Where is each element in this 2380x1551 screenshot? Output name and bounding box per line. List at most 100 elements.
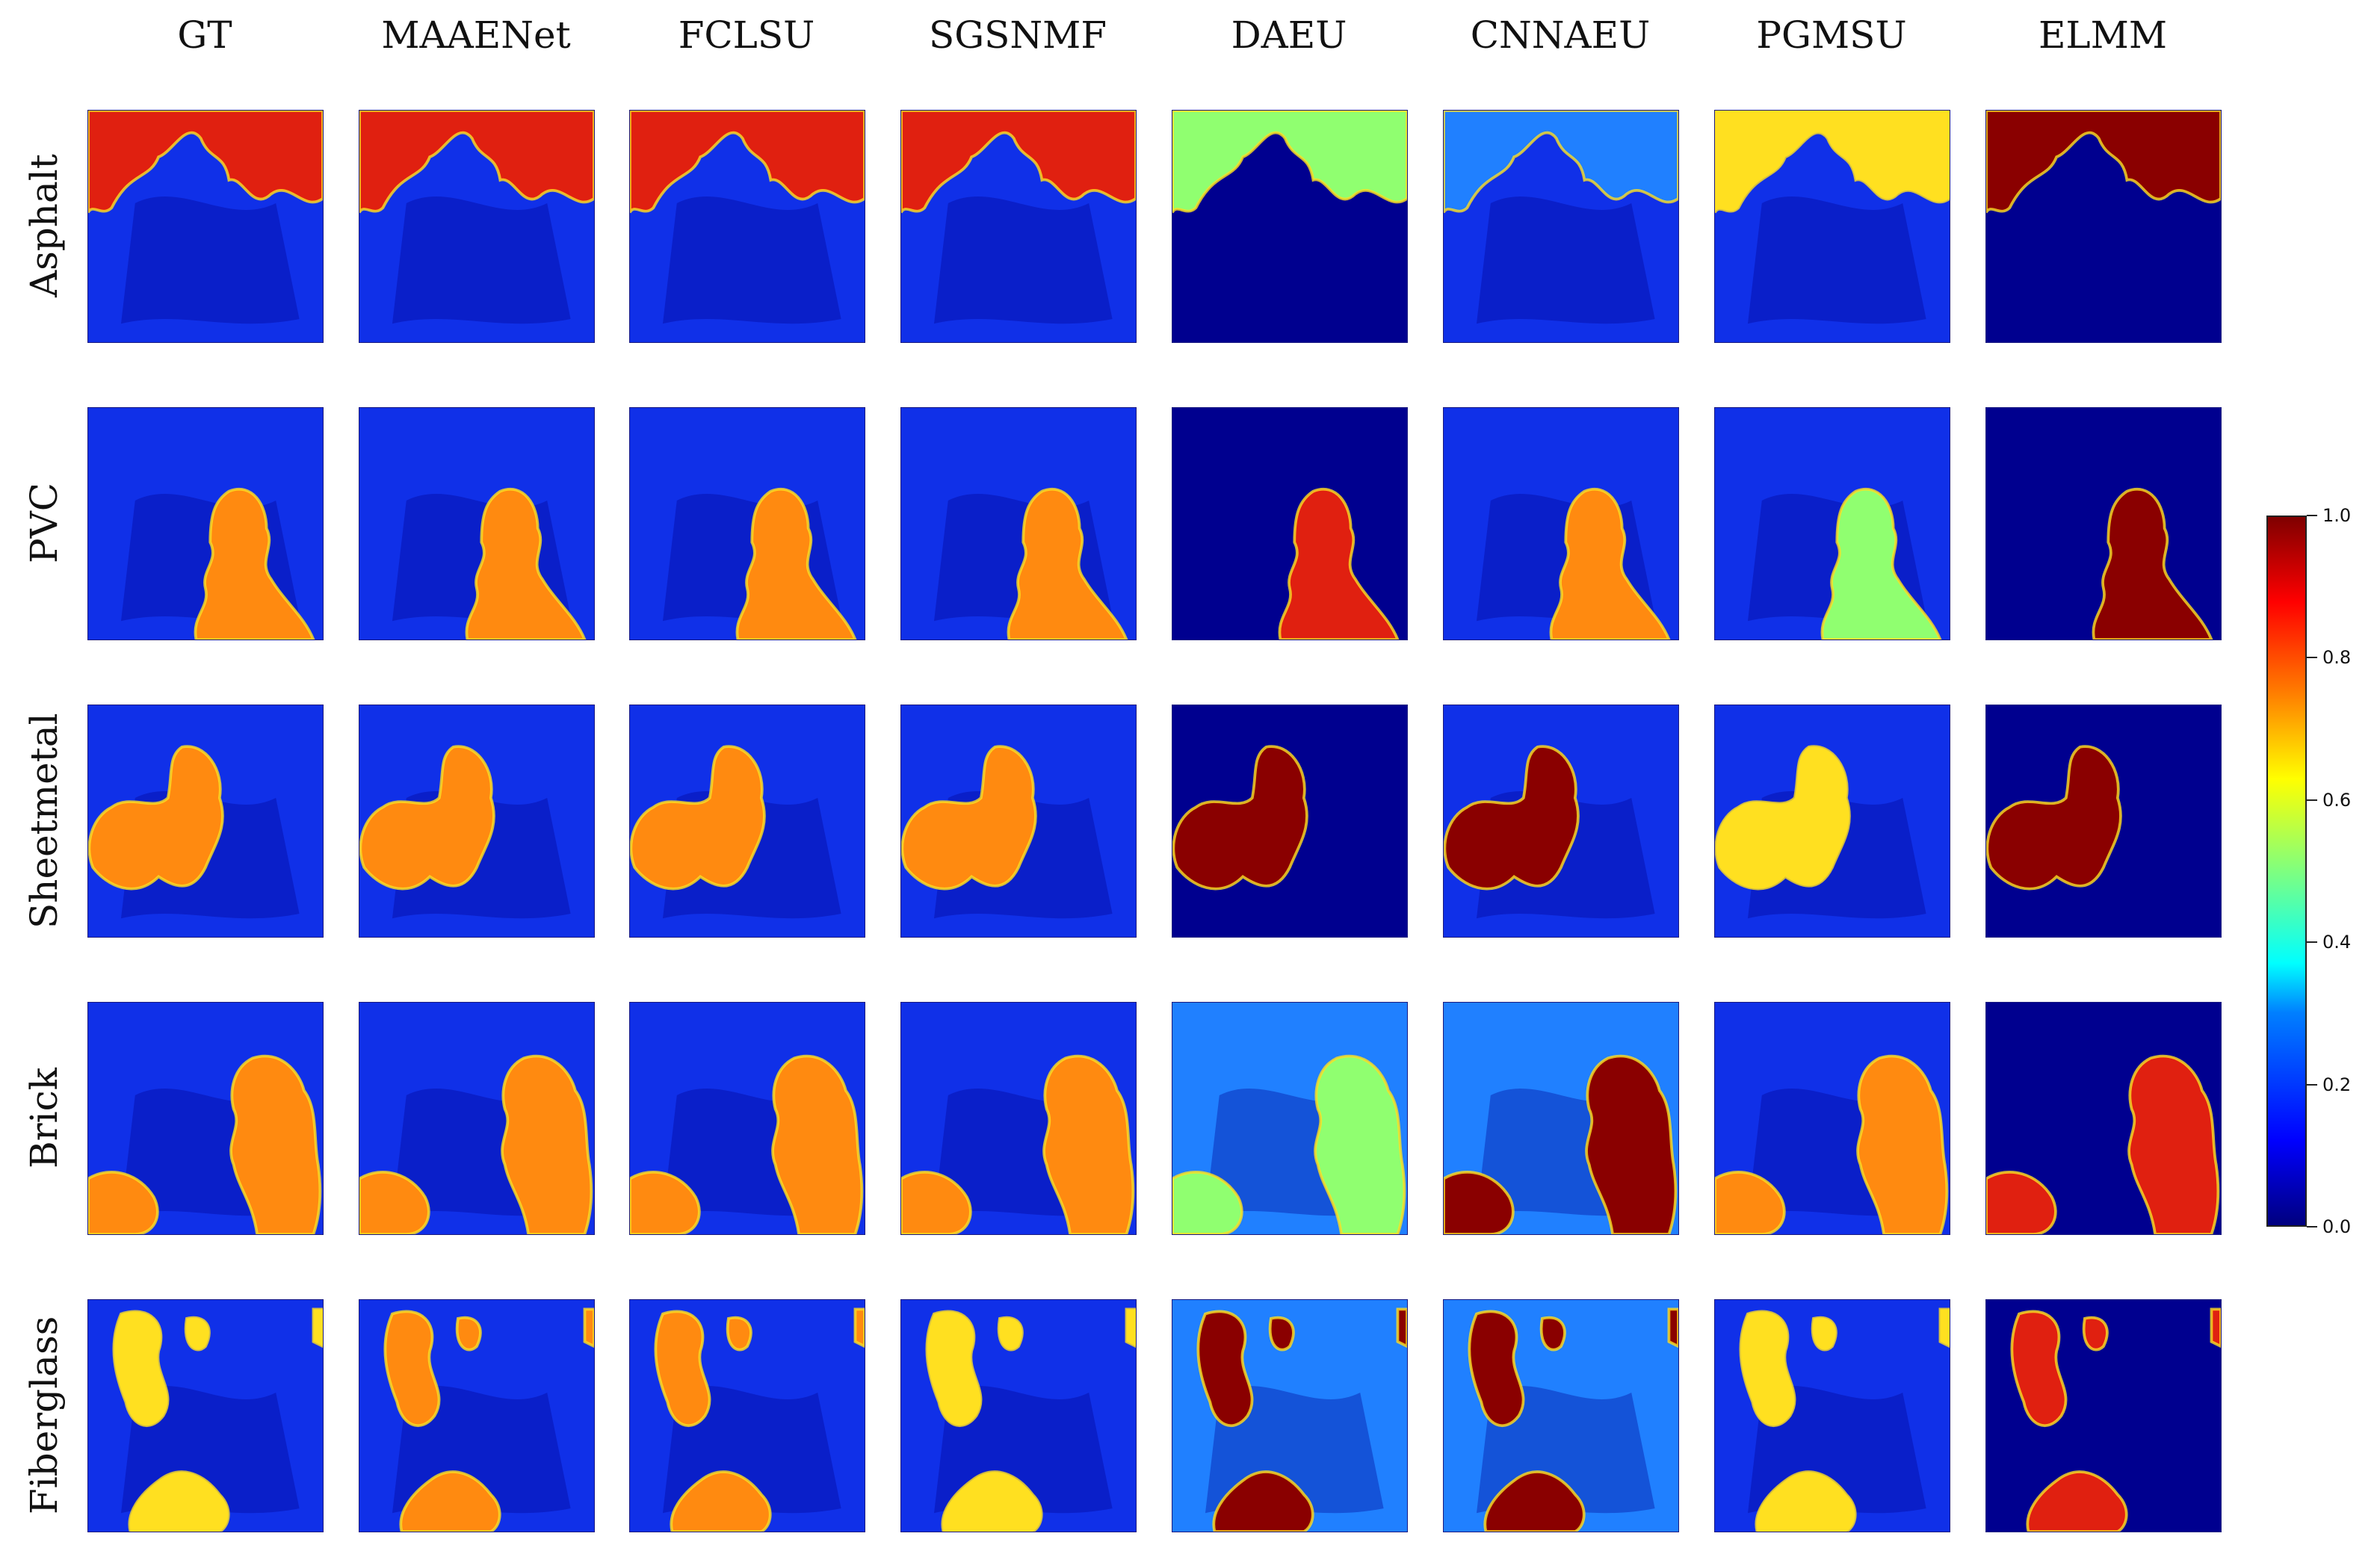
map-high-abundance-region	[466, 489, 585, 640]
map-region-edge	[383, 1307, 594, 1532]
column-label-fclsu: FCLSU	[678, 13, 815, 57]
column-label-gt: GT	[177, 13, 232, 57]
abundance-map-pvc-fclsu	[629, 407, 865, 640]
map-region-edge	[1549, 488, 1671, 640]
abundance-map-brick-sgsnmf	[900, 1002, 1137, 1235]
map-high-abundance-region	[1715, 1056, 1947, 1234]
map-region-edge	[359, 745, 495, 891]
map-high-abundance-region	[1008, 489, 1127, 640]
abundance-map-pvc-elmm	[1985, 407, 2222, 640]
map-high-abundance-region	[1172, 1056, 1405, 1234]
abundance-map-sheetmetal-elmm	[1985, 705, 2222, 938]
abundance-map-brick-daeu	[1172, 1002, 1408, 1235]
abundance-map-pvc-sgsnmf	[900, 407, 1137, 640]
abundance-map-asphalt-elmm	[1985, 110, 2222, 343]
map-high-abundance-region	[901, 111, 1136, 213]
map-region-edge	[1986, 1054, 2220, 1234]
map-low-region	[120, 196, 300, 324]
abundance-map-sheetmetal-cnnaeu	[1443, 705, 1679, 938]
map-region-edge	[112, 1307, 323, 1532]
abundance-map-sheetmetal-sgsnmf	[900, 705, 1137, 938]
colorbar-tick-label: 0.0	[2322, 1216, 2352, 1237]
map-region-edge	[359, 111, 594, 214]
map-high-abundance-region	[1444, 1056, 1676, 1234]
colorbar-tick	[2307, 1083, 2317, 1086]
abundance-map-sheetmetal-daeu	[1172, 705, 1408, 938]
colorbar	[2266, 516, 2307, 1227]
abundance-map-pvc-daeu	[1172, 407, 1408, 640]
map-high-abundance-region	[902, 746, 1036, 889]
map-region-edge	[1444, 111, 1678, 214]
map-high-abundance-region	[1986, 1056, 2219, 1234]
map-region-edge	[88, 1054, 322, 1234]
map-region-edge	[901, 1054, 1135, 1234]
map-region-edge	[1172, 111, 1407, 214]
abundance-map-asphalt-gt	[87, 110, 324, 343]
abundance-map-pvc-cnnaeu	[1443, 407, 1679, 640]
abundance-map-sheetmetal-fclsu	[629, 705, 865, 938]
map-region-edge	[88, 745, 224, 891]
colorbar-tick-label: 0.4	[2322, 932, 2352, 953]
map-high-abundance-region	[359, 1056, 592, 1234]
map-region-edge	[1196, 1307, 1407, 1532]
map-region-edge	[925, 1307, 1136, 1532]
colorbar-tick	[2307, 657, 2317, 659]
map-low-region	[392, 196, 571, 324]
abundance-map-fiberglass-elmm	[1985, 1299, 2222, 1532]
map-low-region	[933, 196, 1113, 324]
map-high-abundance-region	[1716, 746, 1849, 889]
abundance-map-sheetmetal-pgmsu	[1714, 705, 1950, 938]
map-low-region	[1476, 196, 1655, 324]
map-region-edge	[1172, 745, 1308, 891]
map-high-abundance-region	[359, 111, 594, 213]
map-high-abundance-region	[89, 746, 223, 889]
map-region-edge	[1820, 488, 1942, 640]
map-region-edge	[1715, 1054, 1949, 1234]
map-region-edge	[1172, 1054, 1406, 1234]
map-high-abundance-region	[1444, 746, 1578, 889]
abundance-map-brick-pgmsu	[1714, 1002, 1950, 1235]
map-region-edge	[1278, 488, 1400, 640]
map-high-abundance-region	[88, 111, 323, 213]
column-label-pgmsu: PGMSU	[1756, 13, 1907, 57]
map-region-edge	[630, 111, 865, 214]
map-region-edge	[1444, 745, 1580, 891]
map-high-abundance-region	[1279, 489, 1398, 640]
abundance-map-fiberglass-fclsu	[629, 1299, 865, 1532]
column-label-daeu: DAEU	[1231, 13, 1347, 57]
map-region-edge	[654, 1307, 865, 1532]
abundance-map-sheetmetal-maaenet	[359, 705, 595, 938]
map-high-abundance-region	[1444, 111, 1678, 213]
map-region-edge	[735, 488, 857, 640]
map-high-abundance-region	[1987, 746, 2121, 889]
map-high-abundance-region	[1986, 111, 2221, 213]
map-high-abundance-region	[901, 1056, 1134, 1234]
abundance-map-brick-elmm	[1985, 1002, 2222, 1235]
colorbar-tick	[2307, 1226, 2317, 1228]
abundance-map-asphalt-cnnaeu	[1443, 110, 1679, 343]
map-high-abundance-region	[630, 111, 865, 213]
column-label-cnnaeu: CNNAEU	[1470, 13, 1651, 57]
map-high-abundance-region	[88, 1056, 321, 1234]
map-low-region	[662, 196, 841, 324]
abundance-map-asphalt-fclsu	[629, 110, 865, 343]
row-label-fiberglass: Fiberglass	[22, 1316, 66, 1514]
map-region-edge	[1986, 111, 2221, 214]
colorbar-tick-label: 1.0	[2322, 505, 2352, 526]
map-region-edge	[1715, 745, 1851, 891]
abundance-map-fiberglass-cnnaeu	[1443, 1299, 1679, 1532]
colorbar-tick-label: 0.6	[2322, 789, 2352, 811]
abundance-map-fiberglass-maaenet	[359, 1299, 595, 1532]
map-high-abundance-region	[2093, 489, 2212, 640]
map-high-abundance-region	[1172, 111, 1407, 213]
abundance-map-brick-cnnaeu	[1443, 1002, 1679, 1235]
map-region-edge	[1444, 1054, 1678, 1234]
map-region-edge	[194, 488, 315, 640]
map-high-abundance-region	[737, 489, 856, 640]
column-label-sgsnmf: SGSNMF	[928, 13, 1107, 57]
row-label-brick: Brick	[22, 1067, 66, 1168]
abundance-map-asphalt-maaenet	[359, 110, 595, 343]
colorbar-tick	[2307, 799, 2317, 801]
colorbar-tick	[2307, 515, 2317, 516]
map-high-abundance-region	[195, 489, 314, 640]
